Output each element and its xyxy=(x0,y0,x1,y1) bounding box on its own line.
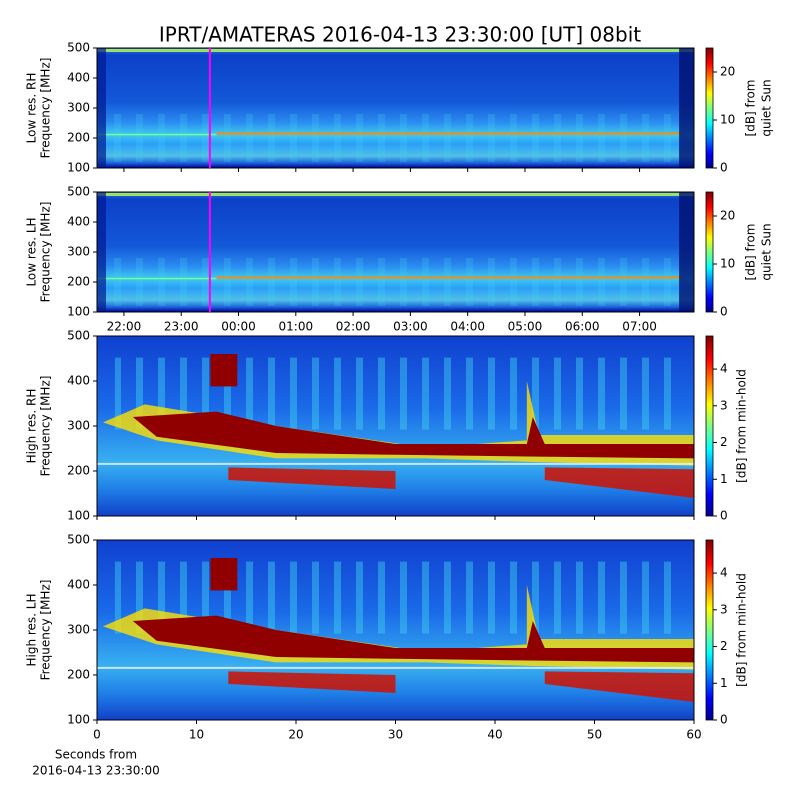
colorbar-tick-label: 1 xyxy=(720,472,728,486)
x-tick-label: 10 xyxy=(189,728,204,742)
y-tick-label: 100 xyxy=(67,509,90,523)
colorbar-tick-label: 4 xyxy=(720,362,728,376)
y-tick-label: 500 xyxy=(67,185,90,199)
x-tick-label: 50 xyxy=(587,728,602,742)
y-axis-label: Low res. LH xyxy=(25,217,39,286)
emission-line xyxy=(97,666,694,669)
x-tick-label: 01:00 xyxy=(279,320,314,334)
y-tick-label: 200 xyxy=(67,275,90,289)
x-tick-label: 03:00 xyxy=(393,320,428,334)
y-tick-label: 200 xyxy=(67,668,90,682)
emission-line xyxy=(97,462,694,465)
colorbar-label: [dB] from min-hold xyxy=(735,573,749,687)
colorbar-tick-label: 0 xyxy=(720,305,728,319)
x-tick-label: 04:00 xyxy=(450,320,485,334)
x-tick-label: 23:00 xyxy=(164,320,199,334)
y-tick-label: 300 xyxy=(67,419,90,433)
x-tick-label: 0 xyxy=(93,728,101,742)
colorbar-label: [dB] from xyxy=(744,224,758,281)
colorbar xyxy=(705,335,714,517)
y-axis-label: Frequency [MHz] xyxy=(39,202,53,303)
x-tick-label: 20 xyxy=(288,728,303,742)
y-tick-label: 200 xyxy=(67,131,90,145)
colorbar-tick-label: 3 xyxy=(720,398,728,412)
burst-core xyxy=(132,411,694,459)
lower-band xyxy=(228,671,694,702)
lower-band xyxy=(228,467,694,498)
colorbar-tick-label: 4 xyxy=(720,566,728,580)
colorbar-label: quiet Sun xyxy=(760,79,774,136)
y-tick-label: 400 xyxy=(67,215,90,229)
colorbar xyxy=(705,191,714,313)
y-tick-label: 400 xyxy=(67,578,90,592)
x-axis-label: Seconds from xyxy=(55,748,137,762)
y-axis-label: Frequency [MHz] xyxy=(39,376,53,477)
burst-core xyxy=(210,558,238,591)
y-tick-label: 500 xyxy=(67,41,90,55)
x-tick-label: 00:00 xyxy=(221,320,256,334)
colorbar-tick-label: 20 xyxy=(720,65,735,79)
y-axis-label: Frequency [MHz] xyxy=(39,580,53,681)
colorbar-label: quiet Sun xyxy=(760,223,774,280)
x-tick-label: 30 xyxy=(388,728,403,742)
dark-strip xyxy=(97,48,106,168)
y-tick-label: 300 xyxy=(67,623,90,637)
colorbar xyxy=(705,47,714,169)
colorbar-tick-label: 0 xyxy=(720,713,728,727)
x-tick-label: 02:00 xyxy=(336,320,371,334)
colorbar-label: [dB] from min-hold xyxy=(735,369,749,483)
y-tick-label: 100 xyxy=(67,161,90,175)
top-band xyxy=(97,193,694,196)
x-tick-label: 60 xyxy=(686,728,701,742)
top-band xyxy=(97,49,694,52)
emission-band xyxy=(97,277,217,280)
burst-core xyxy=(132,615,694,663)
y-tick-label: 300 xyxy=(67,245,90,259)
colorbar-tick-label: 2 xyxy=(720,435,728,449)
y-tick-label: 100 xyxy=(67,713,90,727)
colorbar-tick-label: 1 xyxy=(720,676,728,690)
spectrogram-streaks xyxy=(97,258,677,306)
y-axis-label: High res. LH xyxy=(25,593,39,666)
y-tick-label: 400 xyxy=(67,374,90,388)
colorbar-label: [dB] from xyxy=(744,80,758,137)
x-tick-label: 22:00 xyxy=(107,320,142,334)
y-tick-label: 100 xyxy=(67,305,90,319)
burst-core xyxy=(210,354,238,387)
y-tick-label: 300 xyxy=(67,101,90,115)
colorbar-tick-label: 20 xyxy=(720,209,735,223)
dark-strip xyxy=(97,192,106,312)
y-axis-label: Frequency [MHz] xyxy=(39,58,53,159)
y-tick-label: 500 xyxy=(67,533,90,547)
emission-band xyxy=(216,276,683,279)
y-axis-label: High res. RH xyxy=(25,389,39,464)
y-tick-label: 400 xyxy=(67,71,90,85)
colorbar-tick-label: 2 xyxy=(720,639,728,653)
x-tick-label: 06:00 xyxy=(565,320,600,334)
x-axis-label: 2016-04-13 23:30:00 xyxy=(32,764,159,778)
spectrogram-streaks xyxy=(97,114,677,162)
x-tick-label: 40 xyxy=(487,728,502,742)
dark-strip xyxy=(679,48,694,168)
colorbar-tick-label: 10 xyxy=(720,113,735,127)
x-tick-label: 05:00 xyxy=(508,320,543,334)
y-axis-label: Low res. RH xyxy=(25,73,39,144)
emission-band xyxy=(97,133,217,136)
dark-strip xyxy=(679,192,694,312)
colorbar-tick-label: 0 xyxy=(720,509,728,523)
colorbar-tick-label: 10 xyxy=(720,257,735,271)
colorbar-tick-label: 3 xyxy=(720,602,728,616)
y-tick-label: 200 xyxy=(67,464,90,478)
figure-title: IPRT/AMATERAS 2016-04-13 23:30:00 [UT] 0… xyxy=(159,23,641,47)
colorbar xyxy=(705,539,714,721)
x-tick-label: 07:00 xyxy=(622,320,657,334)
emission-band xyxy=(216,132,683,135)
colorbar-tick-label: 0 xyxy=(720,161,728,175)
y-tick-label: 500 xyxy=(67,329,90,343)
